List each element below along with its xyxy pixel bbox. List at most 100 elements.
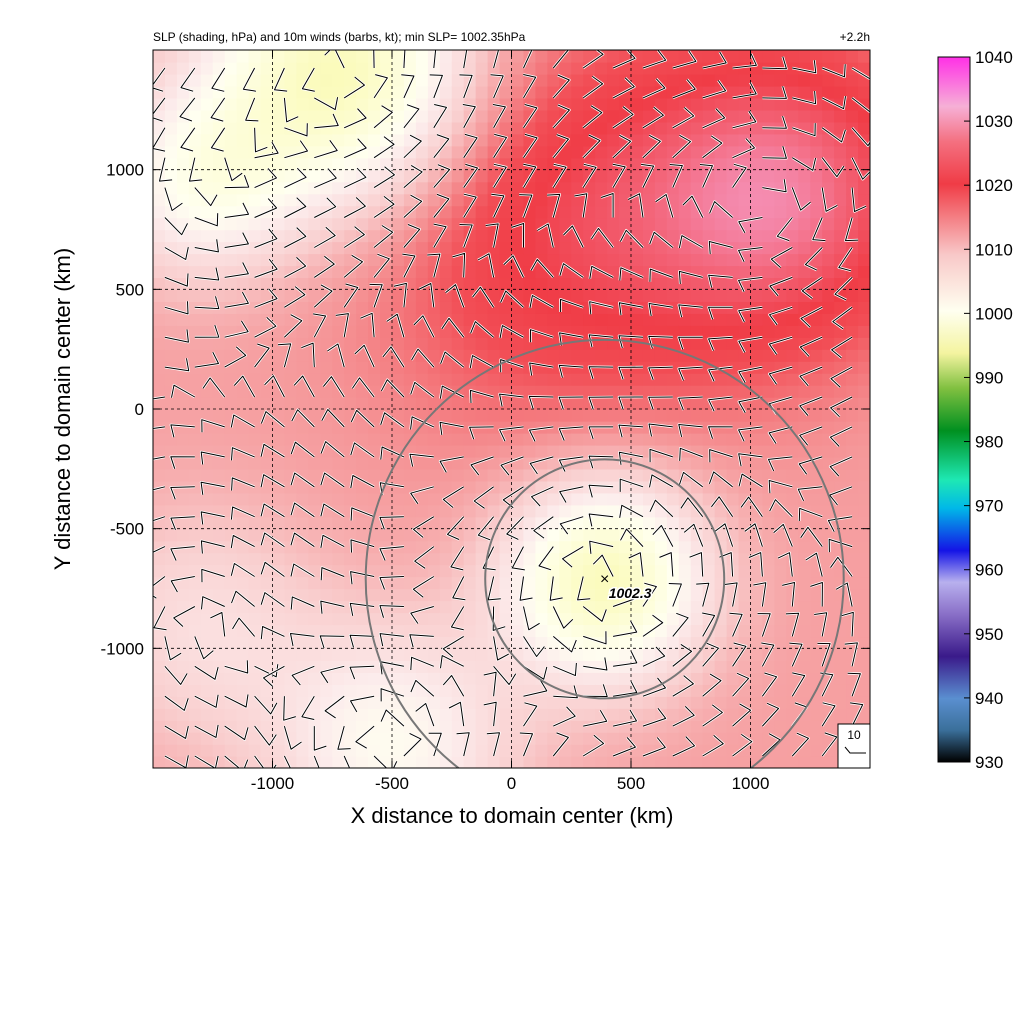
pressure-cell (511, 169, 525, 183)
pressure-cell (810, 708, 823, 721)
pressure-cell (296, 97, 310, 111)
wind-barb (373, 253, 390, 278)
pressure-cell (642, 73, 656, 87)
pressure-cell (858, 636, 870, 650)
pressure-cell (296, 468, 310, 482)
pressure-cell (774, 648, 788, 661)
pressure-cell (690, 468, 704, 482)
pressure-cell (774, 744, 788, 757)
pressure-cell (714, 504, 728, 518)
wind-barb (373, 105, 393, 129)
wind-barb (200, 481, 225, 495)
pressure-cell (738, 720, 752, 733)
pressure-cell (296, 349, 310, 362)
pressure-cell (702, 409, 716, 422)
pressure-cell (547, 277, 560, 291)
pressure-cell (774, 660, 788, 673)
wind-barb (313, 284, 333, 308)
pressure-cell (200, 552, 214, 566)
pressure-cell (200, 229, 214, 243)
wind-barb (682, 195, 704, 218)
pressure-cell (631, 289, 644, 302)
pressure-cell (858, 420, 870, 434)
wind-barb (350, 695, 375, 713)
wind-barb (164, 187, 183, 211)
pressure-cell (798, 564, 811, 578)
pressure-cell (523, 600, 537, 614)
wind-barb (224, 232, 249, 248)
pressure-cell (487, 73, 501, 87)
wind-barb (472, 286, 495, 308)
pressure-cell (738, 193, 752, 207)
pressure-cell (200, 181, 214, 195)
wind-barb (321, 409, 345, 428)
pressure-cell (403, 337, 417, 350)
pressure-cell (236, 600, 250, 614)
pressure-cell (415, 229, 429, 243)
pressure-cell (308, 217, 321, 231)
pressure-cell (595, 277, 608, 291)
pressure-cell (535, 145, 549, 159)
pressure-cell (642, 492, 656, 506)
pressure-cell (714, 121, 728, 135)
pressure-cell (607, 313, 620, 326)
wind-barb (678, 396, 703, 411)
pressure-cell (810, 385, 823, 398)
pressure-cell (631, 492, 644, 506)
pressure-cell (738, 109, 752, 123)
pressure-cell (164, 50, 178, 63)
pressure-cell (272, 468, 286, 482)
x-tick-label: -500 (375, 774, 409, 793)
pressure-cell (858, 169, 870, 183)
pressure-cell (200, 85, 214, 99)
pressure-cell (571, 253, 584, 267)
pressure-cell (380, 325, 393, 338)
pressure-cell (188, 600, 202, 614)
pressure-cell (738, 480, 752, 494)
pressure-cell (499, 540, 513, 554)
pressure-cell (726, 325, 740, 338)
pressure-cell (666, 265, 680, 279)
wind-barb (797, 486, 823, 502)
pressure-cell (607, 540, 620, 554)
pressure-cell (463, 121, 477, 135)
pressure-cell (702, 229, 716, 243)
pressure-cell (666, 253, 680, 267)
pressure-cell (332, 325, 345, 338)
wind-barb (588, 334, 614, 348)
pressure-cell (284, 432, 298, 446)
pressure-cell (834, 109, 847, 123)
pressure-cell (834, 217, 847, 231)
pressure-cell (834, 588, 847, 602)
pressure-cell (332, 133, 345, 147)
pressure-cell (595, 576, 608, 590)
colorbar-tick-label: 990 (975, 368, 1003, 387)
pressure-cell (320, 576, 333, 590)
pressure-cell (427, 564, 441, 578)
pressure-cell (750, 600, 764, 614)
wind-barb (153, 606, 167, 631)
pressure-cell (284, 456, 298, 470)
pressure-cell (511, 337, 525, 350)
pressure-cell (224, 744, 238, 757)
pressure-cell (392, 85, 405, 99)
pressure-cell (654, 169, 668, 183)
pressure-cell (153, 385, 166, 398)
pressure-cell (332, 456, 345, 470)
pressure-cell (164, 744, 178, 757)
pressure-cell (200, 432, 214, 446)
wind-barb (769, 499, 793, 518)
pressure-cell (714, 480, 728, 494)
pressure-cell (153, 444, 166, 458)
pressure-cell (427, 349, 441, 362)
pressure-cell (714, 756, 728, 768)
wind-barb (499, 325, 524, 339)
pressure-cell (726, 492, 740, 506)
pressure-cell (666, 193, 680, 207)
pressure-cell (380, 588, 393, 602)
pressure-cell (200, 313, 214, 326)
pressure-cell (631, 672, 644, 685)
wind-barb (649, 448, 673, 463)
pressure-cell (714, 385, 728, 398)
